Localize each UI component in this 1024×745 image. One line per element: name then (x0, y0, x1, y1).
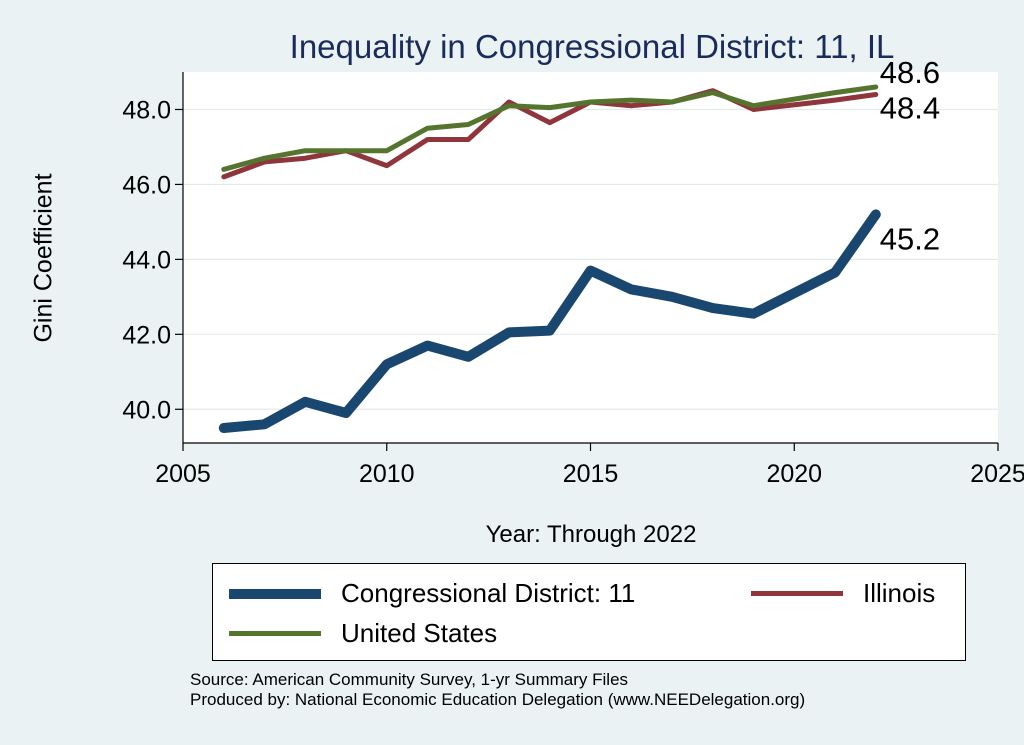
producer-note: Produced by: National Economic Education… (190, 690, 806, 709)
series-lines (218, 84, 881, 433)
series-line-united-states (221, 84, 879, 172)
x-tick-label: 2010 (359, 460, 415, 488)
legend-swatch-district (229, 588, 321, 599)
legend-swatch-illinois (751, 591, 843, 596)
axes: 40.0 42.0 44.0 46.0 48.0 2005 2010 2015 2020 2025 (122, 72, 1024, 488)
x-tick-label: 2005 (155, 460, 211, 488)
end-labels: 45.2 48.448.6 (880, 55, 940, 256)
y-tick-label: 40.0 (122, 396, 171, 424)
y-tick-label: 44.0 (122, 246, 171, 274)
plot-background (183, 72, 998, 443)
end-label: 48.4 (880, 90, 940, 125)
y-axis-label: Gini Coefficient (29, 173, 58, 343)
x-axis-label: Year: Through 2022 (485, 521, 697, 548)
legend-item-congressional-district: Congressional District: 11 (229, 578, 635, 609)
y-tick-label: 46.0 (122, 171, 171, 199)
legend-item-illinois: Illinois (751, 578, 935, 609)
x-tick-label: 2025 (970, 460, 1024, 488)
series-line-congressional-district-11 (218, 209, 881, 433)
source-note: Source: American Community Survey, 1-yr … (190, 670, 629, 689)
legend-swatch-united-states (229, 631, 321, 636)
legend-item-united-states: United States (229, 618, 497, 649)
y-tick-label: 42.0 (122, 321, 171, 349)
footer: Source: American Community Survey, 1-yr … (190, 670, 805, 710)
chart-title: Inequality in Congressional District: 11… (289, 28, 895, 65)
end-label: 48.6 (880, 55, 940, 90)
x-tick-label: 2015 (563, 460, 619, 488)
legend-label-district: Congressional District: 11 (341, 578, 636, 608)
end-label: 45.2 (880, 221, 940, 256)
y-tick-label: 48.0 (122, 96, 171, 124)
legend: Congressional District: 11 Illinois Unit… (212, 563, 966, 661)
x-tick-label: 2020 (766, 460, 822, 488)
legend-label-united-states: United States (341, 618, 498, 648)
legend-label-illinois: Illinois (863, 578, 936, 608)
